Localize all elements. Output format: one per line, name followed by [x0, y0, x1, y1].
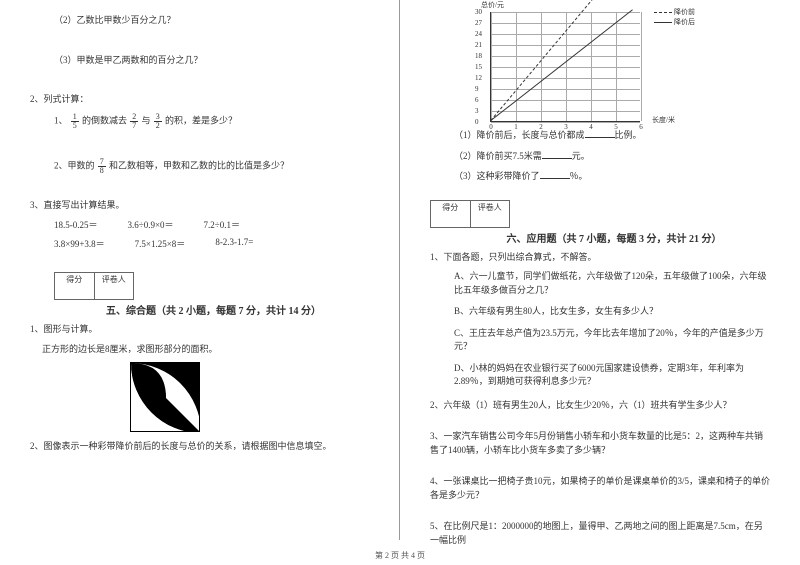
score-box: 得分 评卷人 [430, 200, 510, 228]
calc-row-1: 18.5-0.25＝ 3.6÷0.9×0＝ 7.2÷0.1＝ [54, 218, 369, 231]
y-tick: 24 [475, 30, 482, 38]
calc-cell: 7.2÷0.1＝ [204, 218, 240, 231]
chart-legend: 降价前 降价后 [654, 8, 695, 28]
fraction-1-5: 15 [71, 113, 79, 130]
section-5-title: 五、综合题（共 2 小题，每题 7 分，共计 14 分） [58, 302, 369, 317]
chart-grid [491, 12, 640, 121]
sec5-q2: 2、图像表示一种彩带降价前后的长度与总价的关系，请根据图中信息填空。 [30, 440, 369, 454]
q6-4: 4、一张课桌比一把椅子贵10元，如果椅子的单价是课桌单价的3/5，课桌和椅子的单… [430, 475, 770, 502]
question-2-3: （3）甲数是甲乙两数和的百分之几？ [30, 54, 369, 68]
q6-1d: D、小林的妈妈在农业银行买了6000元国家建设债券，定期3年，年利率为2.89％… [454, 362, 770, 389]
reviewer-label: 评卷人 [95, 273, 134, 299]
list-title-3: 3、直接写出计算结果。 [30, 199, 369, 213]
y-tick: 18 [475, 52, 482, 60]
calc-q1: 1、 15 的倒数减去 27 与 32 的积，差是多少？ [30, 113, 369, 130]
y-axis-label: 总价/元 [481, 0, 504, 10]
price-chart: 总价/元 长度/米 降价前 降价后 0369121518212427300123… [490, 12, 640, 122]
calc-row-2: 3.8×99+3.8＝ 7.5×1.25×8＝ 8-2.3-1.7= [54, 237, 369, 250]
page-footer: 第 2 页 共 4 页 [0, 550, 800, 561]
q6-1b: B、六年级有男生80人，比女生多，女生有多少人？ [454, 305, 770, 319]
calc-q2: 2、甲数的 78 和乙数相等，甲数和乙数的比的比值是多少？ [30, 158, 369, 175]
sec5-q1a: 1、图形与计算。 [30, 323, 369, 337]
section-6-title: 六、应用题（共 7 小题，每题 3 分，共计 21 分） [458, 230, 770, 245]
x-axis-label: 长度/米 [652, 115, 675, 125]
y-tick: 21 [475, 41, 482, 49]
blank-input[interactable] [542, 149, 572, 159]
x-tick: 0 [489, 123, 493, 131]
fill-1: （1）降价前后，长度与总价都成比例。 [430, 128, 770, 143]
blank-input[interactable] [540, 169, 570, 179]
x-tick: 6 [639, 123, 643, 131]
y-tick: 15 [475, 63, 482, 71]
x-tick: 2 [539, 123, 543, 131]
x-tick: 1 [514, 123, 518, 131]
q6-1: 1、下面各题，只列出综合算式，不解答。 [430, 251, 770, 265]
score-label: 得分 [431, 201, 471, 227]
calc-cell: 3.8×99+3.8＝ [54, 237, 105, 250]
list-title-2: 2、列式计算： [30, 93, 369, 107]
right-column: 总价/元 长度/米 降价前 降价后 0369121518212427300123… [400, 0, 800, 540]
reviewer-label: 评卷人 [471, 201, 510, 227]
fill-2: （2）降价前买7.5米需元。 [430, 149, 770, 164]
fraction-7-8: 78 [98, 158, 106, 175]
fraction-3-2: 32 [154, 113, 162, 130]
legend-dash: 降价前 [674, 8, 695, 16]
calc-cell: 8-2.3-1.7= [215, 237, 253, 250]
q6-1c: C、王庄去年总产值为23.5万元，今年比去年增加了20％，今年的产值是多少万元？ [454, 327, 770, 354]
calc-cell: 3.6÷0.9×0＝ [128, 218, 174, 231]
fill-3: （3）这种彩带降价了％。 [430, 169, 770, 184]
q6-1a: A、六一儿童节，同学们做纸花，六年级做了120朵，五年级做了100朵，六年级比五… [430, 270, 770, 297]
legend-solid: 降价后 [674, 18, 695, 26]
calc-cell: 18.5-0.25＝ [54, 218, 98, 231]
q6-2: 2、六年级（1）班有男生20人，比女生少20％，六（1）班共有学生多少人？ [430, 399, 770, 413]
y-tick: 9 [475, 85, 479, 93]
geometry-figure [130, 362, 200, 432]
score-box: 得分 评卷人 [54, 272, 134, 300]
y-tick: 12 [475, 74, 482, 82]
q6-5: 5、在比例尺是1：2000000的地图上，量得甲、乙两地之间的图上距离是7.5c… [430, 520, 770, 547]
x-tick: 4 [589, 123, 593, 131]
calc-cell: 7.5×1.25×8＝ [135, 237, 186, 250]
x-tick: 5 [614, 123, 618, 131]
x-tick: 3 [564, 123, 568, 131]
y-tick: 3 [475, 107, 479, 115]
y-tick: 27 [475, 19, 482, 27]
fraction-2-7: 27 [130, 113, 138, 130]
sec5-q1b: 正方形的边长是8厘米，求图形部分的面积。 [30, 343, 369, 357]
left-column: （2）乙数比甲数少百分之几？ （3）甲数是甲乙两数和的百分之几？ 2、列式计算：… [0, 0, 400, 540]
question-2-2: （2）乙数比甲数少百分之几？ [30, 14, 369, 28]
y-tick: 0 [475, 118, 479, 126]
prefix: 1、 [54, 115, 68, 125]
y-tick: 30 [475, 8, 482, 16]
y-tick: 6 [475, 96, 479, 104]
score-label: 得分 [55, 273, 95, 299]
q6-3: 3、一家汽车销售公司今年5月份销售小轿车和小货车数量的比是5：2，这两种车共销售… [430, 430, 770, 457]
